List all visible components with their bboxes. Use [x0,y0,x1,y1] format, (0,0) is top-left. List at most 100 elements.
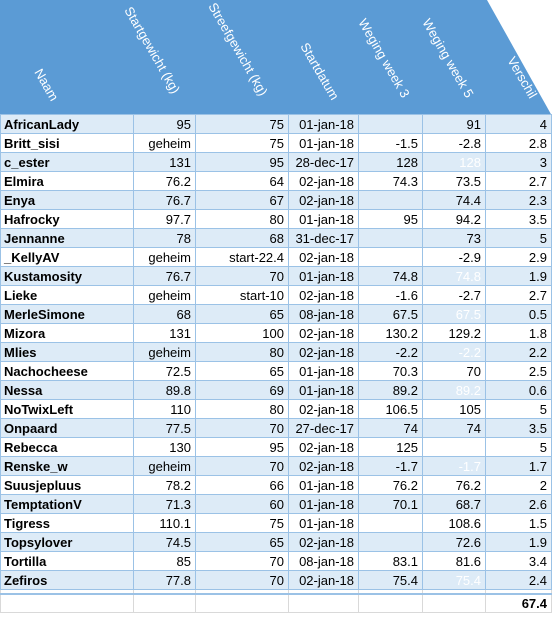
start-date-cell[interactable]: 02-jan-18 [288,437,359,457]
empty-cell[interactable] [195,593,289,613]
target-weight-cell[interactable]: 75 [195,513,289,533]
difference-cell[interactable]: 0.6 [485,380,552,400]
target-weight-cell[interactable]: 80 [195,209,289,229]
start-date-cell[interactable]: 02-jan-18 [288,570,359,590]
target-weight-cell[interactable]: 70 [195,570,289,590]
name-cell[interactable]: Jennanne [0,228,134,248]
name-cell[interactable]: Hafrocky [0,209,134,229]
difference-cell[interactable]: 3.4 [485,551,552,571]
week3-cell[interactable]: 70.1 [358,494,423,514]
week3-cell[interactable]: 95 [358,209,423,229]
week3-cell[interactable] [358,513,423,533]
target-weight-cell[interactable]: 65 [195,304,289,324]
name-cell[interactable]: Britt_sisi [0,133,134,153]
start-date-cell[interactable]: 28-dec-17 [288,152,359,172]
difference-cell[interactable]: 1.9 [485,532,552,552]
difference-cell[interactable]: 3.5 [485,209,552,229]
name-cell[interactable]: Enya [0,190,134,210]
week5-cell[interactable]: 73 [422,228,486,248]
name-cell[interactable]: Suusjepluus [0,475,134,495]
week3-cell[interactable] [358,532,423,552]
week5-cell[interactable]: 89.2 [422,380,486,400]
week5-cell[interactable]: 105 [422,399,486,419]
week3-cell[interactable]: -1.7 [358,456,423,476]
week5-cell[interactable]: 72.6 [422,532,486,552]
week5-cell[interactable]: -2.7 [422,285,486,305]
start-date-cell[interactable]: 02-jan-18 [288,532,359,552]
target-weight-cell[interactable]: 75 [195,133,289,153]
week3-cell[interactable] [358,228,423,248]
difference-cell[interactable]: 2.8 [485,133,552,153]
week3-cell[interactable]: 70.3 [358,361,423,381]
target-weight-cell[interactable]: 70 [195,266,289,286]
start-date-cell[interactable]: 01-jan-18 [288,513,359,533]
week3-cell[interactable] [358,190,423,210]
start-weight-cell[interactable]: 131 [133,152,196,172]
empty-cell[interactable] [358,593,423,613]
name-cell[interactable]: Topsylover [0,532,134,552]
target-weight-cell[interactable]: 95 [195,437,289,457]
name-cell[interactable]: TemptationV [0,494,134,514]
start-date-cell[interactable]: 08-jan-18 [288,304,359,324]
week3-cell[interactable]: 74 [358,418,423,438]
name-cell[interactable]: MerleSimone [0,304,134,324]
difference-cell[interactable]: 2.7 [485,171,552,191]
week5-cell[interactable] [422,437,486,457]
week5-cell[interactable]: 68.7 [422,494,486,514]
start-date-cell[interactable]: 01-jan-18 [288,475,359,495]
start-date-cell[interactable]: 01-jan-18 [288,380,359,400]
target-weight-cell[interactable]: 66 [195,475,289,495]
week3-cell[interactable]: 74.8 [358,266,423,286]
start-date-cell[interactable]: 02-jan-18 [288,190,359,210]
week3-cell[interactable]: 106.5 [358,399,423,419]
difference-cell[interactable]: 3 [485,152,552,172]
start-weight-cell[interactable]: 97.7 [133,209,196,229]
start-date-cell[interactable]: 08-jan-18 [288,551,359,571]
target-weight-cell[interactable]: 68 [195,228,289,248]
week5-cell[interactable]: -2.8 [422,133,486,153]
start-weight-cell[interactable]: 77.5 [133,418,196,438]
difference-cell[interactable]: 2 [485,475,552,495]
start-weight-cell[interactable]: 110 [133,399,196,419]
target-weight-cell[interactable]: start-22.4 [195,247,289,267]
week5-cell[interactable]: 94.2 [422,209,486,229]
difference-cell[interactable]: 1.7 [485,456,552,476]
start-date-cell[interactable]: 02-jan-18 [288,323,359,343]
week3-cell[interactable]: 125 [358,437,423,457]
week3-cell[interactable] [358,114,423,134]
difference-cell[interactable]: 4 [485,114,552,134]
difference-cell[interactable]: 5 [485,228,552,248]
difference-cell[interactable]: 2.6 [485,494,552,514]
target-weight-cell[interactable]: 100 [195,323,289,343]
start-weight-cell[interactable]: geheim [133,285,196,305]
name-cell[interactable]: Mlies [0,342,134,362]
start-date-cell[interactable]: 02-jan-18 [288,285,359,305]
target-weight-cell[interactable]: 64 [195,171,289,191]
start-date-cell[interactable]: 02-jan-18 [288,171,359,191]
week3-cell[interactable]: -1.5 [358,133,423,153]
week5-cell[interactable]: 128 [422,152,486,172]
target-weight-cell[interactable]: 69 [195,380,289,400]
week3-cell[interactable]: 89.2 [358,380,423,400]
start-weight-cell[interactable]: geheim [133,247,196,267]
start-weight-cell[interactable]: geheim [133,133,196,153]
week3-cell[interactable] [358,247,423,267]
target-weight-cell[interactable]: 95 [195,152,289,172]
start-date-cell[interactable]: 02-jan-18 [288,342,359,362]
target-weight-cell[interactable]: 70 [195,551,289,571]
start-weight-cell[interactable]: 78 [133,228,196,248]
name-cell[interactable]: NoTwixLeft [0,399,134,419]
name-cell[interactable]: Nachocheese [0,361,134,381]
week3-cell[interactable]: 74.3 [358,171,423,191]
start-weight-cell[interactable]: 76.2 [133,171,196,191]
start-date-cell[interactable]: 01-jan-18 [288,114,359,134]
week5-cell[interactable]: 74.8 [422,266,486,286]
start-date-cell[interactable]: 01-jan-18 [288,266,359,286]
week5-cell[interactable]: 76.2 [422,475,486,495]
start-weight-cell[interactable]: 77.8 [133,570,196,590]
empty-cell[interactable] [133,593,196,613]
difference-cell[interactable]: 2.3 [485,190,552,210]
name-cell[interactable]: c_ester [0,152,134,172]
start-weight-cell[interactable]: 74.5 [133,532,196,552]
difference-cell[interactable]: 1.9 [485,266,552,286]
